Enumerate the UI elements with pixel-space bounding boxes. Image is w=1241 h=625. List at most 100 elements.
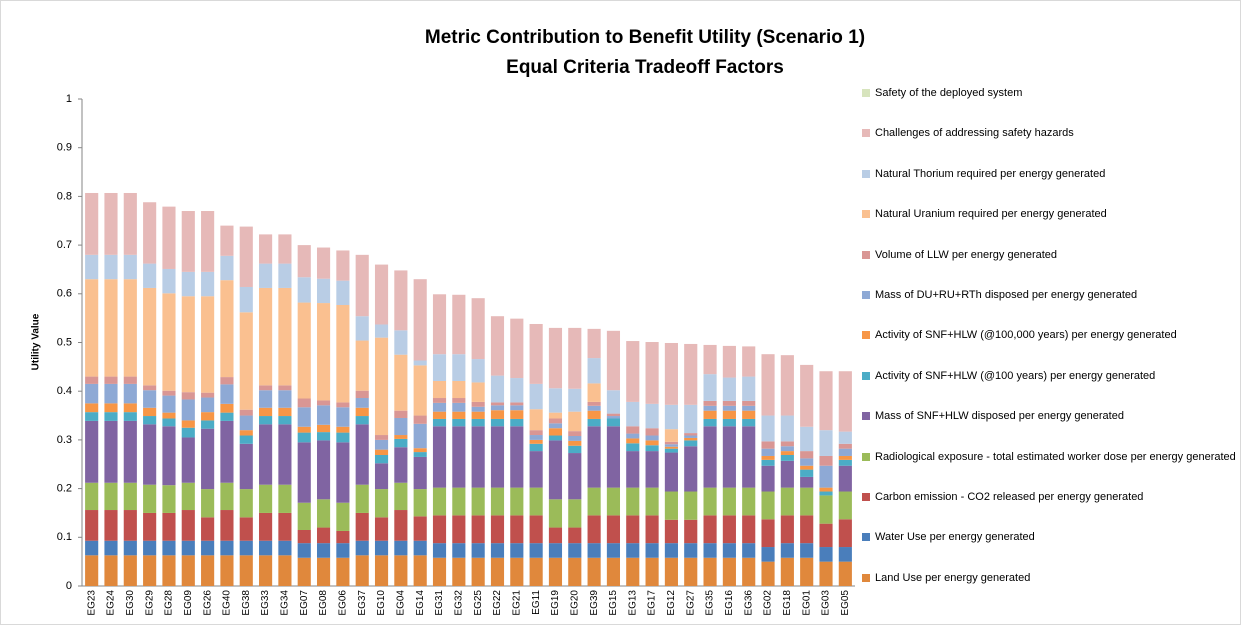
x-tick-label: EG07 [299,590,310,616]
bar-segment [800,465,814,470]
bar-segment [85,510,99,541]
bar-segment [374,337,389,436]
bar-segment [471,487,485,516]
bar-segment [432,487,447,516]
bar-segment [239,489,253,518]
bar-segment [703,374,717,401]
bar-segment [471,411,485,419]
bar-segment [278,512,292,541]
bar-segment [800,451,814,459]
x-tick-label: EG28 [164,590,175,616]
bar-segment [819,455,833,466]
y-tick-label: 0 [66,580,72,592]
bar-segment [780,415,794,442]
bar-segment [568,499,582,528]
bar-segment [568,388,582,412]
bar-segment [413,456,427,490]
bar-segment [645,342,659,404]
y-tick-label: 0.2 [57,483,72,495]
bar-segment [645,428,659,436]
bar-segment [452,398,466,403]
bar-segment [684,404,698,434]
bar-segment [181,420,195,428]
bar-segment [529,487,543,516]
bar-segment [780,543,794,558]
y-tick-label: 0.8 [57,190,72,202]
bar-segment [490,410,505,419]
bar-segment [819,465,833,488]
x-tick-label: EG10 [376,590,387,616]
bar-segment [316,557,331,586]
bar-segment [703,400,717,406]
bar-segment [374,555,389,586]
bar-segment [800,476,814,488]
bar-segment [201,392,215,398]
bar-segment [626,433,640,439]
bar-segment [780,460,794,488]
bar-segment [548,527,563,544]
bar-segment [568,440,582,446]
bar-segment [800,469,814,477]
bar-segment [664,441,678,445]
bar-segment [85,192,99,255]
bar-segment [394,555,408,586]
bar-segment [510,515,524,544]
bar-segment [181,427,195,438]
bar-segment [838,561,852,586]
bar-segment [819,547,833,562]
bar-segment [452,557,466,586]
bar-segment [220,403,234,413]
bar-segment [432,557,447,586]
bar-segment [587,543,601,558]
bar-segment [85,555,99,586]
bar-segment [394,410,408,418]
legend-label: Mass of DU+RU+RTh disposed per energy ge… [875,289,1138,301]
bar-segment [703,344,717,375]
bar-segment [626,443,640,452]
bar-segment [316,543,331,558]
bar-segment [703,426,717,488]
x-tick-label: EG05 [840,590,851,616]
bar-segment [336,442,350,503]
bar-segment [471,298,485,360]
legend-swatch [862,129,870,138]
x-tick-label: EG27 [685,590,696,616]
bar-segment [606,390,621,414]
bar-segment [800,458,814,466]
bar-segment [316,278,331,304]
bar-segment [143,287,157,386]
bar-segment [259,416,273,425]
bar-segment [587,487,601,516]
bar-segment [143,202,157,264]
x-tick-label: EG38 [241,590,252,616]
bar-segment [548,435,563,441]
y-tick-label: 0.3 [57,434,72,446]
bar-segment [201,296,215,393]
bar-segment [104,540,118,556]
x-tick-label: EG15 [608,590,619,616]
bar-segment [297,543,311,558]
bar-segment [568,431,582,437]
bar-segment [85,403,99,413]
bar-segment [297,277,311,303]
bar-segment [316,424,331,433]
x-tick-label: EG12 [666,590,677,616]
bar-segment [684,343,698,405]
bar-segment [394,435,408,439]
bar-segment [413,448,427,453]
bar-segment [838,443,852,449]
bar-segment [162,512,176,541]
bar-segment [819,491,833,496]
bar-segment [587,418,601,427]
bar-segment [838,448,852,456]
bar-segment [181,296,195,393]
bar-segment [529,443,543,452]
bar-segment [394,482,408,511]
legend-label: Carbon emission - CO2 released per energ… [875,491,1144,503]
bar-segment [471,382,485,402]
bar-segment [606,487,621,516]
bar-segment [510,418,524,427]
bar-segment [452,418,466,427]
bar-segment [587,328,601,359]
bar-segment [529,557,543,586]
